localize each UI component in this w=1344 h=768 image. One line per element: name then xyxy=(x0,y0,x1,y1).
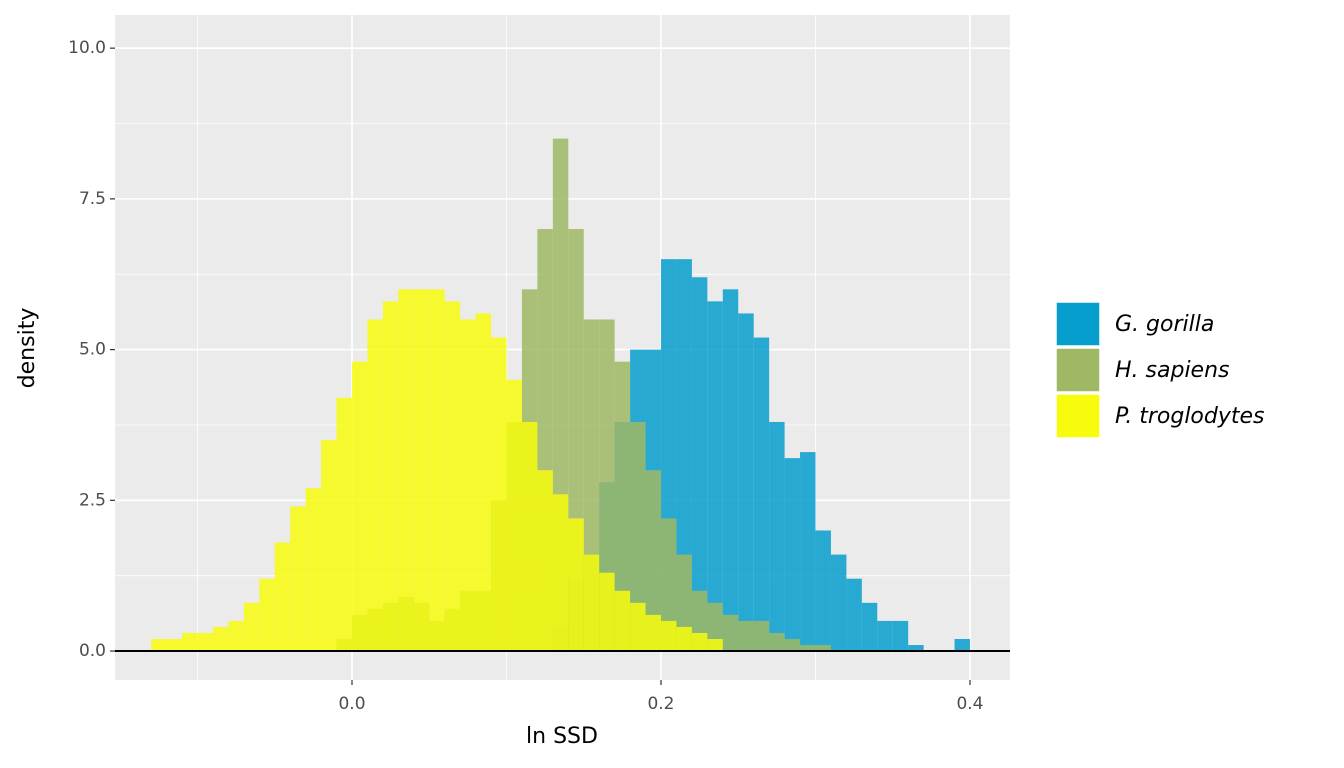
x-tick-label: 0.0 xyxy=(338,694,365,714)
bar xyxy=(521,421,538,652)
axes: 0.0 0.2 0.4 0.0 2.5 5.0 7.5 10.0 xyxy=(68,38,1010,714)
bar xyxy=(336,397,352,652)
bar xyxy=(769,632,785,652)
bar xyxy=(182,632,198,652)
bar xyxy=(583,554,600,652)
bar xyxy=(166,639,183,652)
bar xyxy=(753,620,770,652)
bar xyxy=(753,337,770,652)
y-tick-label: 7.5 xyxy=(79,189,106,209)
bar xyxy=(460,319,476,652)
x-tick-label: 0.2 xyxy=(647,694,674,714)
bar xyxy=(568,518,584,652)
bar xyxy=(429,289,445,652)
bar xyxy=(537,470,553,652)
bar xyxy=(290,506,306,652)
bar xyxy=(784,458,801,652)
bar xyxy=(645,470,661,652)
bars xyxy=(151,138,970,652)
legend-key xyxy=(1055,393,1101,439)
bar xyxy=(815,530,831,652)
bar xyxy=(475,313,492,652)
bar xyxy=(614,590,631,652)
bar xyxy=(722,614,739,652)
y-tick-label: 2.5 xyxy=(79,490,106,510)
bar xyxy=(305,488,322,652)
legend-key xyxy=(1055,301,1101,347)
bar xyxy=(413,289,430,652)
bar xyxy=(382,301,399,652)
legend-key xyxy=(1055,347,1101,393)
bar xyxy=(691,277,708,652)
bar xyxy=(552,494,569,652)
legend-label: P. troglodytes xyxy=(1115,404,1265,429)
bar xyxy=(861,602,878,652)
bar xyxy=(769,421,785,652)
bar xyxy=(691,632,708,652)
bar xyxy=(738,620,754,652)
bar xyxy=(877,620,893,652)
bar xyxy=(351,361,368,652)
bar xyxy=(367,319,383,652)
y-axis-title: density xyxy=(15,308,40,389)
y-tick-label: 5.0 xyxy=(79,340,106,360)
bar xyxy=(830,554,847,652)
bar xyxy=(846,578,862,652)
bar xyxy=(491,337,507,652)
x-axis-title: ln SSD xyxy=(526,724,598,749)
bar xyxy=(197,632,213,652)
bar xyxy=(707,301,723,652)
bar xyxy=(151,639,167,652)
bar xyxy=(614,361,631,652)
bar xyxy=(676,626,692,652)
bar xyxy=(599,319,615,652)
bar xyxy=(707,639,723,652)
bar xyxy=(599,572,615,652)
bar xyxy=(243,602,260,652)
bar xyxy=(645,614,661,652)
bar xyxy=(212,626,229,652)
bar xyxy=(800,452,816,652)
x-tick-label: 0.4 xyxy=(956,694,983,714)
bar xyxy=(815,645,831,652)
bar xyxy=(908,645,924,652)
legend-label: H. sapiens xyxy=(1115,358,1230,383)
bar xyxy=(660,518,677,652)
bar xyxy=(274,542,291,652)
bar xyxy=(398,289,414,652)
bar xyxy=(800,645,816,652)
y-tick-label: 10.0 xyxy=(68,38,106,58)
legend-label: G. gorilla xyxy=(1115,312,1214,337)
bar xyxy=(954,639,970,652)
bar xyxy=(630,421,646,652)
bar xyxy=(444,301,461,652)
bar xyxy=(722,289,739,652)
bar xyxy=(676,259,692,652)
bar xyxy=(892,620,909,652)
bar xyxy=(321,440,337,652)
bar xyxy=(228,620,244,652)
bar xyxy=(630,602,646,652)
bar xyxy=(738,313,754,652)
bar xyxy=(660,620,677,652)
bar xyxy=(784,639,801,652)
y-tick-label: 0.0 xyxy=(79,641,106,661)
bar xyxy=(259,578,275,652)
bar xyxy=(506,379,522,652)
legend: G. gorilla H. sapiens P. troglodytes xyxy=(1055,301,1265,439)
